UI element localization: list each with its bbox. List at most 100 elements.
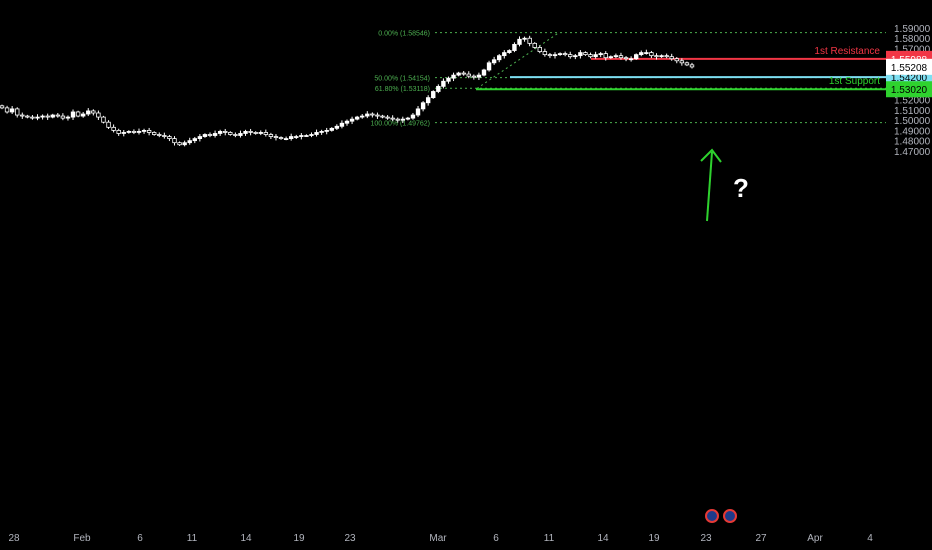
candle-body [603,53,608,59]
y-tick-label: 1.52000 [894,96,931,107]
candle-body [146,129,152,133]
candle-body [162,135,167,137]
candle-body [304,135,309,137]
candle-body [0,105,5,109]
candle-body [20,114,25,117]
candle-body [273,136,279,138]
event-marker-icon[interactable] [705,509,719,523]
candle-body [55,114,61,117]
candle-body [375,114,380,117]
candle-body [86,110,91,115]
candle-body [253,132,258,134]
candle-body [121,132,126,134]
candle-body [197,136,203,139]
x-tick-label: Mar [429,533,447,544]
x-tick-label: 14 [240,533,252,544]
candle-body [593,54,598,58]
level-label: 1st Support [829,76,880,87]
candle-body [111,126,116,131]
candle-body [30,116,35,119]
y-tick-label: 1.50000 [894,116,931,127]
candle-body [50,114,55,118]
event-markers[interactable] [705,509,737,523]
candle-body [15,108,20,116]
candle-body [532,42,537,48]
horizontal-levels[interactable]: 1st Resistance 1st Support [476,46,886,91]
forecast-arrow[interactable] [706,151,713,222]
x-tick-label: 27 [755,533,767,544]
candle-body [654,55,659,58]
candle-body [649,52,654,57]
last-price-label: 1.55208 [891,63,928,74]
candle-body [410,114,416,119]
candle-body [664,55,669,58]
candle-body [329,127,334,131]
candle-body [91,110,96,114]
candle-body [542,51,548,56]
candle-body [339,122,345,127]
candle-body [212,133,218,136]
x-tick-label: 19 [293,533,305,544]
price-tag [886,81,932,98]
y-tick-label: 1.49000 [894,126,931,137]
x-axis[interactable]: 28 Feb 6 11 14 19 23 Mar 6 11 14 19 23 27 Apr 4 [8,533,873,544]
candle-body [248,131,253,133]
candle-body [101,116,106,123]
candle-body [659,55,664,58]
candle-body [451,74,456,79]
candle-body [354,116,360,120]
x-tick-label: 19 [648,533,660,544]
candle-body [522,37,527,40]
candle-body [278,137,284,139]
candle-body [223,131,228,133]
question-mark-annotation[interactable]: ? [733,173,749,203]
candle-body [415,108,421,116]
candle-body [349,118,355,122]
candle-body [288,136,294,139]
candle-body [233,134,238,136]
level-label: 1st Resistance [814,46,880,57]
candle-body [390,117,395,120]
candle-body [294,136,299,138]
candlestick-series [0,35,695,147]
fib-trendline[interactable] [476,32,560,89]
candle-body [633,54,639,60]
candle-body [598,53,603,56]
candle-body [228,132,233,135]
x-tick-label: 23 [700,533,712,544]
x-tick-label: 28 [8,533,20,544]
candle-body [207,134,213,136]
candle-body [141,129,147,132]
candle-body [639,52,644,56]
candle-body [365,113,370,117]
candle-body [35,116,40,119]
fib-level-label: 0.00% (1.58546) [378,31,430,38]
candle-body [60,115,66,119]
candle-body [45,115,50,118]
x-tick-label: Apr [807,533,823,544]
candle-body [182,142,187,146]
x-tick-label: 6 [137,533,143,544]
candle-body [562,53,568,56]
candle-body [299,135,304,137]
candle-body [456,72,461,76]
candle-body [65,116,71,119]
candle-body [360,115,365,118]
candle-body [131,131,137,133]
candle-body [628,58,634,61]
event-marker-icon[interactable] [723,509,737,523]
drawings[interactable]: ? [700,148,749,222]
y-tick-label: 1.48000 [894,137,931,148]
y-tick-label: 1.59000 [894,24,931,35]
x-tick-label: 6 [493,533,499,544]
x-tick-label: 23 [344,533,356,544]
candle-body [126,131,132,133]
y-tick-label: 1.57000 [894,44,931,55]
candle-body [96,112,101,118]
x-tick-label: 4 [867,533,873,544]
candle-body [517,38,522,45]
candle-body [70,111,76,118]
